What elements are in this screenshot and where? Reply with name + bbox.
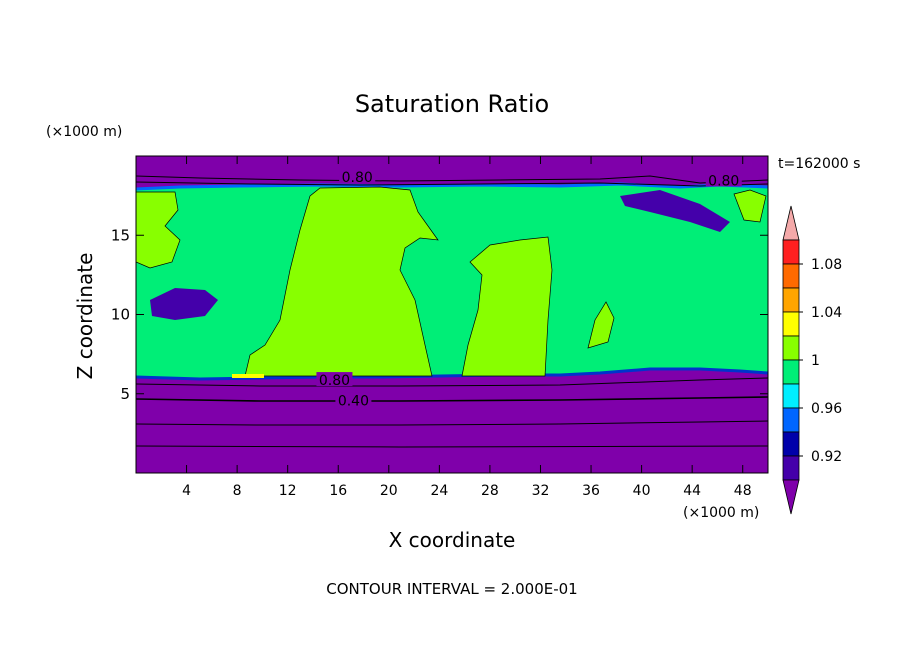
y-tick-label: 10 bbox=[111, 306, 130, 324]
y-tick-label: 5 bbox=[120, 385, 130, 403]
x-tick-label: 32 bbox=[532, 483, 550, 499]
region-edge-top bbox=[136, 182, 768, 191]
x-axis-title: X coordinate bbox=[389, 528, 516, 552]
x-tick-label: 20 bbox=[380, 483, 398, 499]
colorbar-label: 1.04 bbox=[811, 305, 842, 321]
x-tick-label: 4 bbox=[182, 483, 191, 499]
region-supersat-right bbox=[461, 236, 553, 377]
contour-field bbox=[136, 156, 768, 473]
colorbar-label: 0.92 bbox=[811, 449, 842, 465]
colorbar: 1.08 1.04 1 0.96 0.92 bbox=[782, 205, 842, 515]
contour-label: 0.80 bbox=[342, 170, 373, 186]
colorbar-segment bbox=[782, 407, 800, 433]
colorbar-segment bbox=[782, 239, 800, 265]
colorbar-bottom-triangle bbox=[782, 479, 800, 515]
contour-label-bg bbox=[339, 169, 376, 184]
x-unit-label: (×1000 m) bbox=[683, 505, 759, 521]
contour-label: 0.40 bbox=[338, 394, 369, 410]
x-tick-label: 36 bbox=[582, 483, 600, 499]
region-dry-intrusion-right bbox=[620, 190, 730, 232]
y-tick-label: 15 bbox=[111, 226, 130, 244]
y-axis-title: Z coordinate bbox=[73, 253, 97, 380]
colorbar-segment bbox=[782, 263, 800, 289]
colorbar-label: 0.96 bbox=[811, 401, 842, 417]
contour-label: 0.80 bbox=[319, 373, 350, 389]
contour-label: 0.80 bbox=[708, 173, 739, 189]
time-label: t=162000 s bbox=[778, 156, 860, 172]
x-tick-label: 44 bbox=[683, 483, 701, 499]
region-supersat-small bbox=[587, 301, 615, 349]
chart-title: Saturation Ratio bbox=[355, 90, 549, 118]
x-tick-label: 12 bbox=[279, 483, 297, 499]
region-supersat-topright bbox=[733, 189, 767, 223]
y-unit-label: (×1000 m) bbox=[46, 124, 122, 140]
x-tick-label: 28 bbox=[481, 483, 499, 499]
region-yellow-patch bbox=[232, 374, 264, 378]
x-tick-label: 24 bbox=[430, 483, 448, 499]
colorbar-top-triangle bbox=[782, 205, 800, 241]
colorbar-segment bbox=[782, 287, 800, 313]
region-supersat-left bbox=[136, 191, 181, 269]
colorbar-segment bbox=[782, 359, 800, 385]
colorbar-label: 1.08 bbox=[811, 257, 842, 273]
colorbar-segment bbox=[782, 383, 800, 409]
contour-label-bg bbox=[335, 392, 372, 407]
x-tick-label: 8 bbox=[233, 483, 242, 499]
contour-label-bg bbox=[705, 172, 742, 187]
x-tick-label: 48 bbox=[734, 483, 752, 499]
region-supersat-center bbox=[244, 186, 439, 377]
colorbar-segment bbox=[782, 311, 800, 337]
colorbar-segment bbox=[782, 431, 800, 457]
x-tick-label: 16 bbox=[329, 483, 347, 499]
x-tick-label: 40 bbox=[633, 483, 651, 499]
contour-label-bg bbox=[316, 372, 353, 387]
region-dry-intrusion-left bbox=[150, 288, 218, 320]
footer-contour-interval: CONTOUR INTERVAL = 2.000E-01 bbox=[326, 580, 577, 598]
contour-lines bbox=[136, 175, 768, 448]
colorbar-segment bbox=[782, 335, 800, 361]
colorbar-label: 1 bbox=[811, 353, 820, 369]
colorbar-segment bbox=[782, 455, 800, 481]
contour-labels: 0.80 0.80 0.80 0.40 bbox=[316, 169, 742, 410]
